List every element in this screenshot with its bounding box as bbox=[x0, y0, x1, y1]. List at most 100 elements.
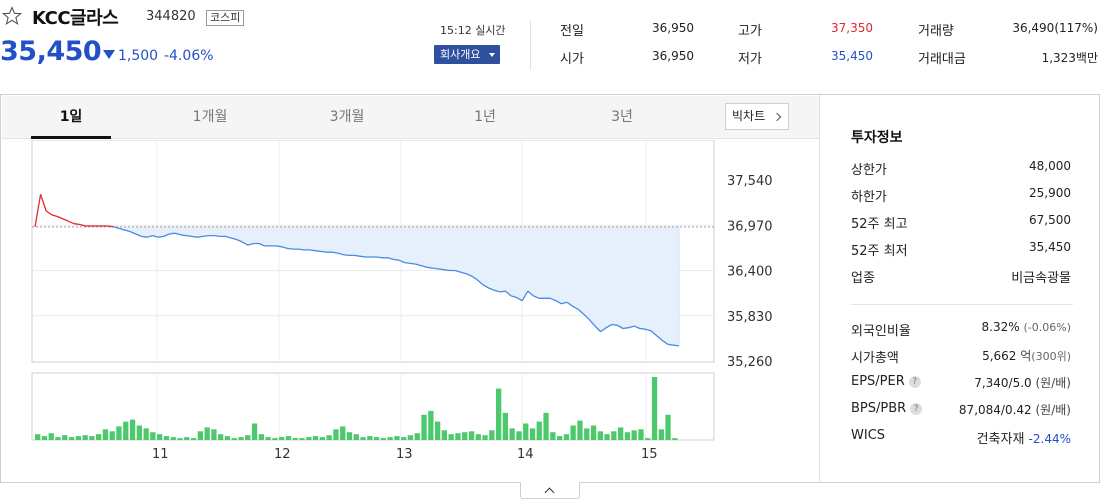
chevron-right-icon bbox=[772, 112, 782, 122]
high52-value: 67,500 bbox=[1029, 213, 1071, 227]
volume-bar bbox=[238, 437, 244, 440]
x-tick-label: 11 bbox=[152, 447, 169, 462]
bigchart-button[interactable]: 빅차트 bbox=[725, 103, 789, 130]
wics-label: WICS bbox=[851, 428, 886, 443]
volume-bar bbox=[143, 428, 149, 440]
volume-bar bbox=[387, 437, 393, 440]
upper-limit-value: 48,000 bbox=[1029, 159, 1071, 173]
active-tab-indicator bbox=[31, 136, 111, 139]
sector-label: 업종 bbox=[851, 271, 875, 286]
volume-bar bbox=[421, 414, 427, 440]
low-label: 저가 bbox=[738, 52, 762, 67]
volume-bar bbox=[401, 437, 407, 440]
volume-bar bbox=[624, 432, 631, 440]
x-tick-label: 15 bbox=[641, 447, 658, 462]
price-plot-frame bbox=[31, 140, 715, 363]
wics-value[interactable]: 건축자재 -2.44% bbox=[976, 432, 1071, 447]
volume-bar bbox=[224, 436, 231, 440]
volume-bar bbox=[204, 427, 210, 440]
help-icon[interactable]: ? bbox=[910, 403, 923, 415]
market-cap-value: 5,662 억(300위) bbox=[982, 349, 1071, 363]
volume-bar bbox=[326, 435, 332, 440]
high52-row: 52주 최고 67,500 bbox=[851, 213, 1073, 233]
volume-bar bbox=[590, 425, 597, 440]
tab-1m[interactable]: 1개월 bbox=[192, 109, 228, 125]
foreign-ratio-value: 8.32% (-0.06%) bbox=[981, 320, 1071, 334]
volume-bar bbox=[475, 434, 481, 440]
volume-bar bbox=[245, 435, 251, 440]
price-change: 1,500 bbox=[118, 48, 159, 64]
volume-bar bbox=[123, 421, 129, 440]
tab-1d[interactable]: 1일 bbox=[59, 109, 83, 125]
intraday-chart[interactable]: 37,540 36,970 36,400 35,830 35,260 11 12 13 14 15 bbox=[2, 140, 814, 480]
favorite-star-icon[interactable] bbox=[2, 6, 22, 26]
period-tabs: 1일 1개월 3개월 1년 3년 빅차트 bbox=[2, 96, 819, 139]
volume-bar bbox=[496, 388, 502, 440]
volume-bar bbox=[82, 435, 88, 440]
upper-limit-row: 상한가 48,000 bbox=[851, 159, 1073, 179]
volume-bar bbox=[231, 438, 237, 440]
volume-bar bbox=[319, 437, 325, 440]
volume-bar bbox=[251, 423, 258, 440]
volume-bar bbox=[489, 430, 495, 440]
collapse-toggle[interactable] bbox=[520, 482, 580, 499]
volume-bar bbox=[523, 423, 529, 440]
volume-bar bbox=[299, 438, 305, 440]
volume-bar bbox=[380, 438, 386, 440]
volume-bar bbox=[48, 433, 54, 440]
volume-bar bbox=[265, 437, 271, 440]
volume-bar bbox=[414, 433, 420, 440]
y-tick-label: 35,260 bbox=[727, 355, 773, 370]
volume-bar bbox=[75, 436, 81, 440]
header-divider bbox=[530, 20, 531, 70]
volume-bar bbox=[35, 434, 41, 440]
y-tick-label: 35,830 bbox=[727, 310, 773, 325]
volume-bar bbox=[150, 432, 156, 440]
volume-bar bbox=[41, 436, 48, 440]
volume-bar bbox=[543, 412, 549, 440]
volume-bar bbox=[604, 434, 610, 440]
help-icon[interactable]: ? bbox=[908, 376, 921, 388]
volume-bar bbox=[157, 434, 163, 440]
volume-bar bbox=[197, 431, 203, 440]
tab-3y[interactable]: 3년 bbox=[611, 109, 633, 125]
tab-3m[interactable]: 3개월 bbox=[329, 109, 365, 125]
market-cap-row: 시가총액 5,662 억(300위) bbox=[851, 347, 1073, 367]
chevron-up-icon bbox=[544, 487, 555, 498]
company-overview-button[interactable]: 회사개요 bbox=[434, 45, 500, 64]
volume-bar bbox=[170, 437, 176, 440]
volume-bar bbox=[163, 436, 170, 440]
volume-bar bbox=[394, 436, 400, 440]
trade-amount-value: 1,323백만 bbox=[1041, 51, 1098, 65]
investment-info-title: 투자정보 bbox=[851, 130, 903, 146]
volume-bar bbox=[435, 421, 441, 440]
foreign-ratio-label: 외국인비율 bbox=[851, 324, 911, 339]
low52-row: 52주 최저 35,450 bbox=[851, 240, 1073, 260]
sector-row: 업종 비금속광물 bbox=[851, 267, 1073, 287]
stock-header: KCC글라스 344820 코스피 35,450 1,500 -4.06% 15… bbox=[0, 0, 1100, 94]
volume-bar bbox=[468, 431, 475, 440]
volume-bar bbox=[557, 436, 563, 440]
lower-limit-row: 하한가 25,900 bbox=[851, 186, 1073, 206]
sector-value[interactable]: 비금속광물 bbox=[1011, 271, 1071, 286]
volume-bar bbox=[211, 429, 217, 440]
volume-bar bbox=[62, 435, 68, 440]
volume-bar bbox=[279, 437, 285, 440]
volume-bar bbox=[218, 434, 224, 440]
volume-value: 36,490(117%) bbox=[1012, 21, 1098, 35]
volume-bar bbox=[89, 436, 95, 440]
upper-limit-label: 상한가 bbox=[851, 163, 887, 178]
volume-bar bbox=[68, 437, 75, 440]
volume-bar bbox=[611, 431, 617, 440]
volume-bar bbox=[455, 433, 461, 440]
volume-bar bbox=[340, 426, 346, 440]
volume-bar bbox=[373, 437, 380, 440]
caret-down-icon bbox=[489, 53, 495, 57]
volume-bar bbox=[109, 431, 115, 440]
volume-bar bbox=[672, 438, 678, 440]
x-tick-label: 14 bbox=[517, 447, 534, 462]
volume-bar bbox=[658, 429, 664, 440]
eps-per-row: EPS/PER? 7,340/5.0 (원/배) bbox=[851, 374, 1073, 394]
volume-bar bbox=[665, 414, 671, 440]
tab-1y[interactable]: 1년 bbox=[474, 109, 496, 125]
